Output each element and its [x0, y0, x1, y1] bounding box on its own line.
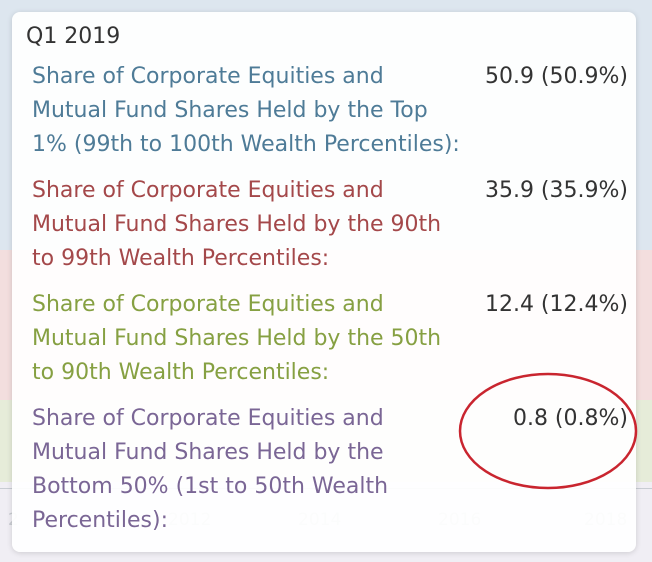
- series-label: Share of Corporate Equities and Mutual F…: [32, 292, 442, 385]
- series-label: Share of Corporate Equities and Mutual F…: [32, 406, 389, 533]
- tooltip-title: Q1 2019: [26, 24, 121, 49]
- series-value: 0.8 (0.8%): [512, 406, 628, 431]
- series-value: 12.4 (12.4%): [484, 292, 628, 317]
- chart-tooltip: Q1 2019 Share of Corporate Equities and …: [12, 12, 636, 552]
- series-value: 35.9 (35.9%): [484, 178, 628, 203]
- series-value: 50.9 (50.9%): [484, 64, 628, 89]
- series-label: Share of Corporate Equities and Mutual F…: [32, 178, 442, 271]
- red-circle-annotation: [458, 372, 638, 490]
- series-label: Share of Corporate Equities and Mutual F…: [32, 64, 460, 157]
